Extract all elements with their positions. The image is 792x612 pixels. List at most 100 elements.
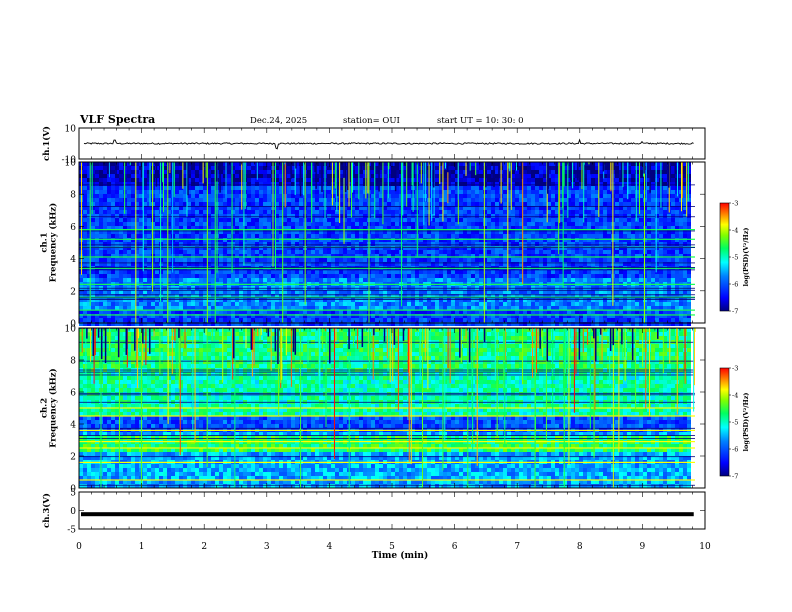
spectrogram-cell: [207, 186, 211, 190]
spectrogram-cell: [287, 190, 291, 194]
spectrogram-cell: [115, 182, 119, 186]
spectrogram-cell: [331, 290, 335, 294]
spectrogram-cell: [471, 250, 475, 254]
spectrogram-cell: [247, 302, 251, 306]
spectrogram-cell: [183, 206, 187, 210]
spectrogram-cell: [443, 322, 447, 326]
spectrogram-cell: [195, 238, 199, 242]
spectrogram-cell: [103, 294, 107, 298]
spectrogram-cell: [247, 322, 251, 326]
spectrogram-cell: [331, 214, 335, 218]
spectrogram-cell: [95, 162, 99, 166]
spectrogram-cell: [203, 254, 207, 258]
spectrogram-cell: [91, 258, 95, 262]
spectrogram-cell: [95, 174, 99, 178]
spectrogram-cell: [83, 258, 87, 262]
spectrogram-cell: [363, 242, 367, 246]
spectrogram-cell: [307, 210, 311, 214]
spectrogram-cell: [111, 314, 115, 318]
spectrogram-cell: [543, 250, 547, 254]
spectrogram-cell: [355, 314, 359, 318]
spectrogram-cell: [255, 178, 259, 182]
spectrogram-cell: [119, 294, 123, 298]
spectrogram-cell: [155, 194, 159, 198]
spectrogram-cell: [487, 298, 491, 302]
spectrogram-cell: [331, 258, 335, 262]
spectrogram-cell: [291, 262, 295, 266]
spectrogram-cell: [467, 238, 471, 242]
spectrogram-cell: [399, 178, 403, 182]
spectrogram-cell: [355, 270, 359, 274]
spectrogram-cell: [419, 302, 423, 306]
spectrogram-cell: [87, 234, 91, 238]
spectrogram-cell: [499, 270, 503, 274]
spectrogram-cell: [339, 170, 343, 174]
spectrogram-cell: [227, 322, 231, 326]
spectrogram-cell: [87, 290, 91, 294]
spectrogram-cell: [287, 234, 291, 238]
spectrogram-cell: [79, 174, 83, 178]
spectrogram-cell: [203, 186, 207, 190]
spectrogram-cell: [407, 218, 411, 222]
spectrogram-cell: [411, 302, 415, 306]
spectrogram-cell: [347, 298, 351, 302]
spectrogram-cell: [147, 234, 151, 238]
spectrogram-cell: [295, 206, 299, 210]
spectrogram-cell: [503, 250, 507, 254]
spectrogram-cell: [163, 314, 167, 318]
spectrogram-cell: [495, 178, 499, 182]
spectrogram-cell: [371, 166, 375, 170]
spectrogram-cell: [407, 294, 411, 298]
spectrogram-cell: [535, 162, 539, 166]
spectrogram-cell: [275, 178, 279, 182]
spectrogram-cell: [163, 302, 167, 306]
spectrogram-cell: [299, 242, 303, 246]
spectrogram-cell: [259, 166, 263, 170]
spectrogram-cell: [107, 214, 111, 218]
spectrogram-cell: [115, 162, 119, 166]
spectrogram-cell: [135, 218, 139, 222]
spectrogram-cell: [339, 166, 343, 170]
spectrogram-cell: [183, 170, 187, 174]
spectrogram-cell: [123, 262, 127, 266]
spectrogram-cell: [379, 298, 383, 302]
spectrogram-cell: [147, 254, 151, 258]
spectrogram-cell: [391, 290, 395, 294]
spectrogram-cell: [251, 314, 255, 318]
spectrogram-cell: [195, 230, 199, 234]
spectrogram-cell: [127, 322, 131, 326]
spectrogram-cell: [495, 302, 499, 306]
spectrogram-cell: [83, 306, 87, 310]
spectrogram-cell: [295, 186, 299, 190]
spectrogram-cell: [319, 270, 323, 274]
spectrogram-cell: [435, 306, 439, 310]
spectrogram-cell: [191, 170, 195, 174]
spectrogram-cell: [419, 230, 423, 234]
spectrogram-cell: [543, 174, 547, 178]
spectrogram-cell: [179, 198, 183, 202]
spectrogram-cell: [539, 182, 543, 186]
spectrogram-cell: [119, 274, 123, 278]
spectrogram-cell: [91, 214, 95, 218]
spectrogram-cell: [375, 222, 379, 226]
spectrogram-cell: [95, 258, 99, 262]
spectrogram-cell: [539, 166, 543, 170]
spectrogram-cell: [223, 322, 227, 326]
spectrogram-cell: [427, 306, 431, 310]
spectrogram-cell: [95, 226, 99, 230]
spectrogram-cell: [191, 226, 195, 230]
spectrogram-cell: [215, 290, 219, 294]
spectrogram-cell: [143, 194, 147, 198]
spectrogram-cell: [175, 202, 179, 206]
spectrogram-cell: [219, 182, 223, 186]
spectrogram-cell: [487, 182, 491, 186]
spectrogram-cell: [467, 210, 471, 214]
spectrogram-cell: [223, 226, 227, 230]
spectrogram-cell: [127, 218, 131, 222]
spectrogram-cell: [551, 214, 555, 218]
spectrogram-cell: [391, 218, 395, 222]
spectrogram-cell: [239, 178, 243, 182]
spectrogram-cell: [95, 178, 99, 182]
spectrogram-cell: [131, 302, 135, 306]
spectrogram-cell: [179, 222, 183, 226]
